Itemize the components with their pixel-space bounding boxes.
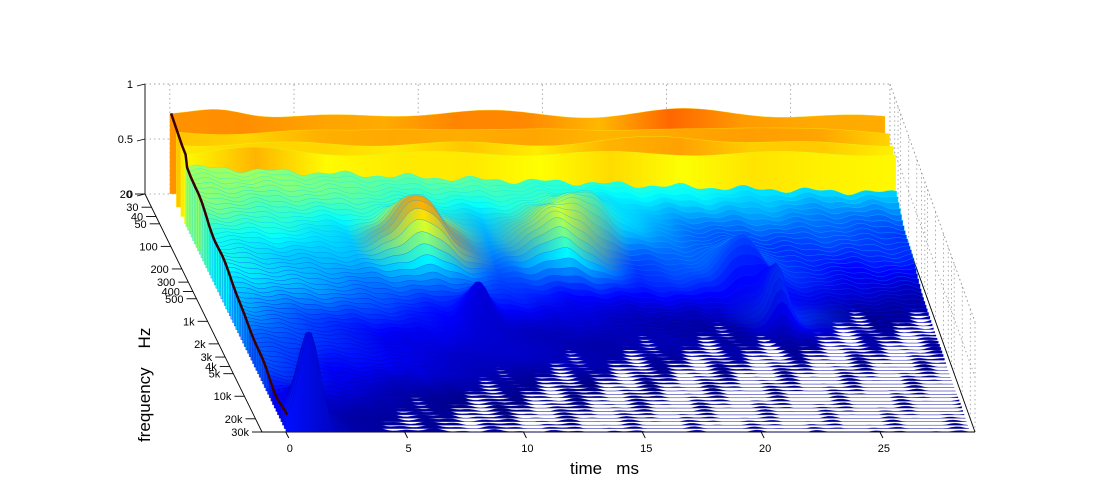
waterfall-surface — [169, 108, 971, 433]
x-tick-label: 15 — [640, 443, 652, 455]
surface-row — [258, 353, 951, 378]
y-axis-line — [144, 193, 263, 433]
y-tick-label: 50 — [134, 219, 146, 231]
y-tick-label: 20k — [225, 414, 243, 426]
z-tick-label: 1 — [127, 79, 133, 91]
y-tick-label: 3k — [201, 352, 213, 364]
surface-row — [285, 332, 971, 433]
z-tick-mark — [136, 83, 146, 87]
z-tick-mark — [136, 138, 146, 142]
y-tick-label: 500 — [165, 294, 183, 306]
x-tick-mark — [404, 431, 409, 439]
y-tick-label: 10k — [214, 391, 232, 403]
z-tick-label: 0 — [127, 189, 133, 201]
surface-row — [260, 356, 952, 381]
y-tick-label: 20 — [120, 189, 132, 201]
surface-row — [262, 360, 954, 385]
x-axis-title: time ms — [570, 459, 639, 478]
x-tick-mark — [285, 431, 290, 439]
y-tick-label: 5k — [209, 369, 221, 381]
x-tick-label: 0 — [287, 443, 293, 455]
y-tick-label: 400 — [162, 287, 180, 299]
y-tick-label: 30k — [231, 427, 249, 439]
y-tick-label: 40 — [131, 212, 143, 224]
z-gridline — [889, 83, 976, 323]
y-tick-label: 2k — [194, 339, 206, 351]
y-axis-title: frequency Hz — [135, 328, 154, 442]
y-tick-label: 1k — [183, 316, 195, 328]
x-tick-mark — [523, 431, 527, 439]
y-tick-label: 30 — [126, 202, 138, 214]
surface-row — [283, 331, 970, 429]
x-tick-mark — [760, 431, 765, 439]
z-tick-label: 0.5 — [118, 134, 133, 146]
axis-ticks: 0 5 10 15 20 25203040501002003004005001k2k3k4… — [118, 79, 890, 455]
impulse-front — [169, 112, 289, 416]
z-gridline — [889, 138, 976, 378]
surface-row — [277, 371, 965, 416]
x-tick-label: 10 — [521, 443, 533, 455]
x-tick-label: 5 — [406, 443, 412, 455]
y-tick-label: 300 — [157, 277, 175, 289]
x-tick-label: 20 — [759, 443, 771, 455]
surface-row — [282, 337, 968, 426]
y-tick-label: 200 — [150, 264, 168, 276]
y-tick-label: 4k — [205, 361, 217, 373]
x-tick-mark — [879, 431, 884, 439]
z-tick-mark — [136, 193, 146, 197]
surface-row — [278, 360, 966, 419]
y-tick-label: 100 — [139, 241, 157, 253]
surface-row — [280, 348, 967, 422]
x-tick-mark — [641, 431, 646, 439]
x-tick-label: 25 — [878, 443, 890, 455]
